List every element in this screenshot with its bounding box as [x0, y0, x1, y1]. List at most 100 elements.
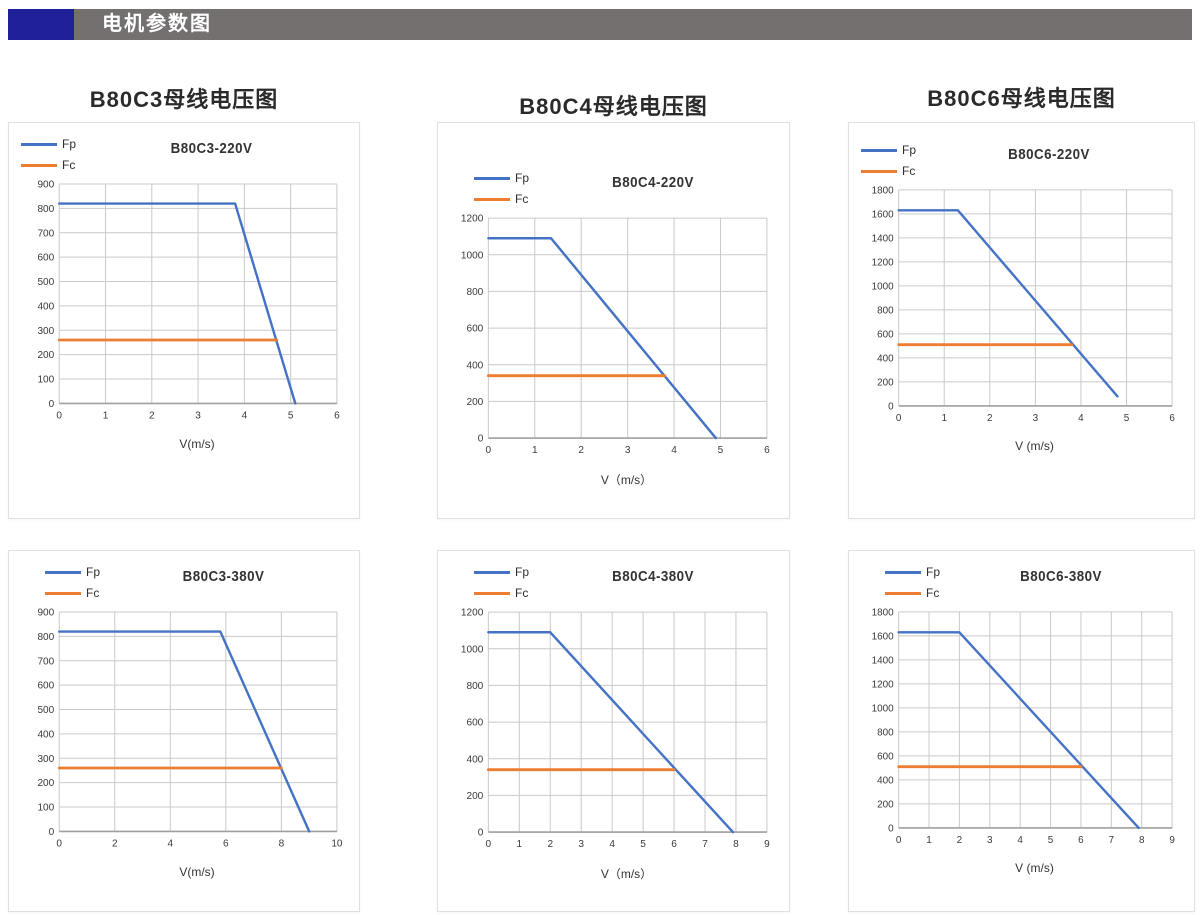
svg-text:0: 0 — [478, 828, 484, 839]
chart-header: Fp Fc B80C6-220V — [861, 143, 1182, 178]
svg-text:0: 0 — [49, 827, 55, 838]
svg-text:4: 4 — [671, 445, 677, 456]
svg-text:0: 0 — [478, 434, 484, 445]
fc-line-swatch — [45, 591, 81, 595]
chart-legend: Fp Fc — [21, 137, 76, 172]
chart-header: Fp Fc B80C4-380V — [450, 565, 777, 600]
svg-text:5: 5 — [640, 839, 646, 850]
chart-plot: 0 200 400 600 800 1000 1200 1400 1600 1800 0 1 2 3 4 5 6… — [872, 607, 1176, 846]
fc-line-swatch — [474, 591, 510, 595]
svg-text:1600: 1600 — [872, 209, 895, 220]
svg-text:8: 8 — [733, 839, 739, 850]
legend-fp-label: Fp — [86, 565, 101, 579]
legend-entry-fc: Fc — [45, 586, 100, 600]
svg-text:1000: 1000 — [461, 250, 484, 261]
legend-entry-fp: Fp — [21, 137, 76, 151]
chart-card-b80c6-380v: Fp Fc B80C6-380V 0 200 400 600 800 1000 1200 14… — [848, 550, 1195, 912]
svg-text:400: 400 — [466, 360, 483, 371]
svg-text:0: 0 — [56, 838, 62, 849]
svg-text:900: 900 — [37, 180, 54, 191]
legend-entry-fc: Fc — [474, 192, 529, 206]
legend-entry-fp: Fp — [885, 565, 940, 579]
svg-text:1: 1 — [532, 445, 538, 456]
legend-entry-fc: Fc — [474, 586, 529, 600]
chart-plot: 0 200 400 600 800 1000 1200 1400 1600 1800 0 1 2 3 4 5 6 — [872, 185, 1176, 424]
fp-line-swatch — [21, 142, 57, 146]
chart-header: Fp Fc B80C3-380V — [21, 565, 347, 600]
svg-text:1000: 1000 — [872, 281, 895, 292]
svg-text:400: 400 — [877, 353, 894, 364]
chart-legend: Fp Fc — [45, 565, 100, 600]
svg-text:6: 6 — [223, 838, 229, 849]
svg-text:2: 2 — [957, 835, 963, 846]
chart-legend: Fp Fc — [474, 171, 529, 206]
svg-text:3: 3 — [625, 445, 631, 456]
x-axis-label: V (m/s) — [1015, 438, 1054, 453]
column-title-b80c6: B80C6母线电压图 — [927, 86, 1116, 111]
chart-card-b80c3-380v: Fp Fc B80C3-380V 0 100 200 300 400 500 600 700 8… — [8, 550, 360, 912]
svg-text:6: 6 — [764, 445, 770, 456]
legend-entry-fp: Fp — [474, 565, 529, 579]
svg-text:9: 9 — [1169, 835, 1175, 846]
fc-line-swatch — [21, 163, 57, 167]
svg-text:8: 8 — [1139, 835, 1145, 846]
column-title-b80c3: B80C3母线电压图 — [89, 87, 279, 112]
svg-text:1200: 1200 — [872, 257, 895, 268]
svg-text:1800: 1800 — [872, 185, 895, 196]
chart-legend: Fp Fc — [885, 565, 940, 600]
svg-text:800: 800 — [466, 287, 483, 298]
x-axis-label: V(m/s) — [179, 864, 215, 879]
svg-text:2: 2 — [987, 413, 993, 424]
svg-text:0: 0 — [56, 410, 62, 421]
chart-card-b80c3-220v: Fp Fc B80C3-220V 0 100 200 300 400 500 600 700 8… — [8, 122, 360, 519]
svg-text:400: 400 — [37, 729, 54, 740]
svg-text:800: 800 — [37, 632, 54, 643]
svg-text:1200: 1200 — [461, 214, 484, 225]
legend-fc-label: Fc — [62, 158, 76, 172]
chart-header: Fp Fc B80C6-380V — [861, 565, 1182, 600]
svg-text:700: 700 — [37, 228, 54, 239]
legend-fp-label: Fp — [902, 143, 917, 157]
legend-entry-fc: Fc — [885, 586, 940, 600]
legend-entry-fp: Fp — [861, 143, 916, 157]
svg-text:600: 600 — [37, 253, 54, 264]
svg-text:0: 0 — [888, 823, 894, 834]
svg-text:4: 4 — [242, 410, 248, 421]
page-title: 电机参数图 — [102, 13, 212, 35]
svg-text:0: 0 — [49, 399, 55, 410]
svg-text:4: 4 — [609, 839, 615, 850]
svg-text:8: 8 — [279, 838, 285, 849]
fp-line-swatch — [474, 176, 510, 180]
svg-text:1: 1 — [941, 413, 947, 424]
fp-line-swatch — [885, 570, 921, 574]
svg-text:900: 900 — [37, 608, 54, 619]
legend-fc-label: Fc — [515, 192, 529, 206]
svg-text:200: 200 — [37, 778, 54, 789]
svg-text:3: 3 — [578, 839, 584, 850]
svg-text:0: 0 — [486, 445, 492, 456]
svg-text:0: 0 — [896, 835, 902, 846]
svg-text:700: 700 — [37, 656, 54, 667]
chart-legend: Fp Fc — [861, 143, 916, 178]
fp-line-swatch — [474, 570, 510, 574]
legend-fc-label: Fc — [86, 586, 100, 600]
svg-text:4: 4 — [1017, 835, 1023, 846]
svg-text:1200: 1200 — [461, 608, 484, 619]
chart-title: B80C3-220V — [170, 141, 253, 157]
svg-text:6: 6 — [1078, 835, 1084, 846]
legend-fp-label: Fp — [62, 137, 77, 151]
legend-fc-label: Fc — [902, 164, 916, 178]
section-header-bar: 电机参数图 — [8, 9, 1192, 40]
svg-text:4: 4 — [1078, 413, 1084, 424]
legend-entry-fc: Fc — [21, 158, 76, 172]
svg-text:200: 200 — [466, 791, 483, 802]
svg-text:7: 7 — [1109, 835, 1115, 846]
x-axis-label: V(m/s) — [179, 436, 215, 451]
svg-text:2: 2 — [112, 838, 118, 849]
chart-legend: Fp Fc — [474, 565, 529, 600]
svg-text:800: 800 — [466, 681, 483, 692]
chart-title: B80C6-380V — [1020, 569, 1102, 585]
svg-text:800: 800 — [37, 204, 54, 215]
fc-line-swatch — [885, 591, 921, 595]
